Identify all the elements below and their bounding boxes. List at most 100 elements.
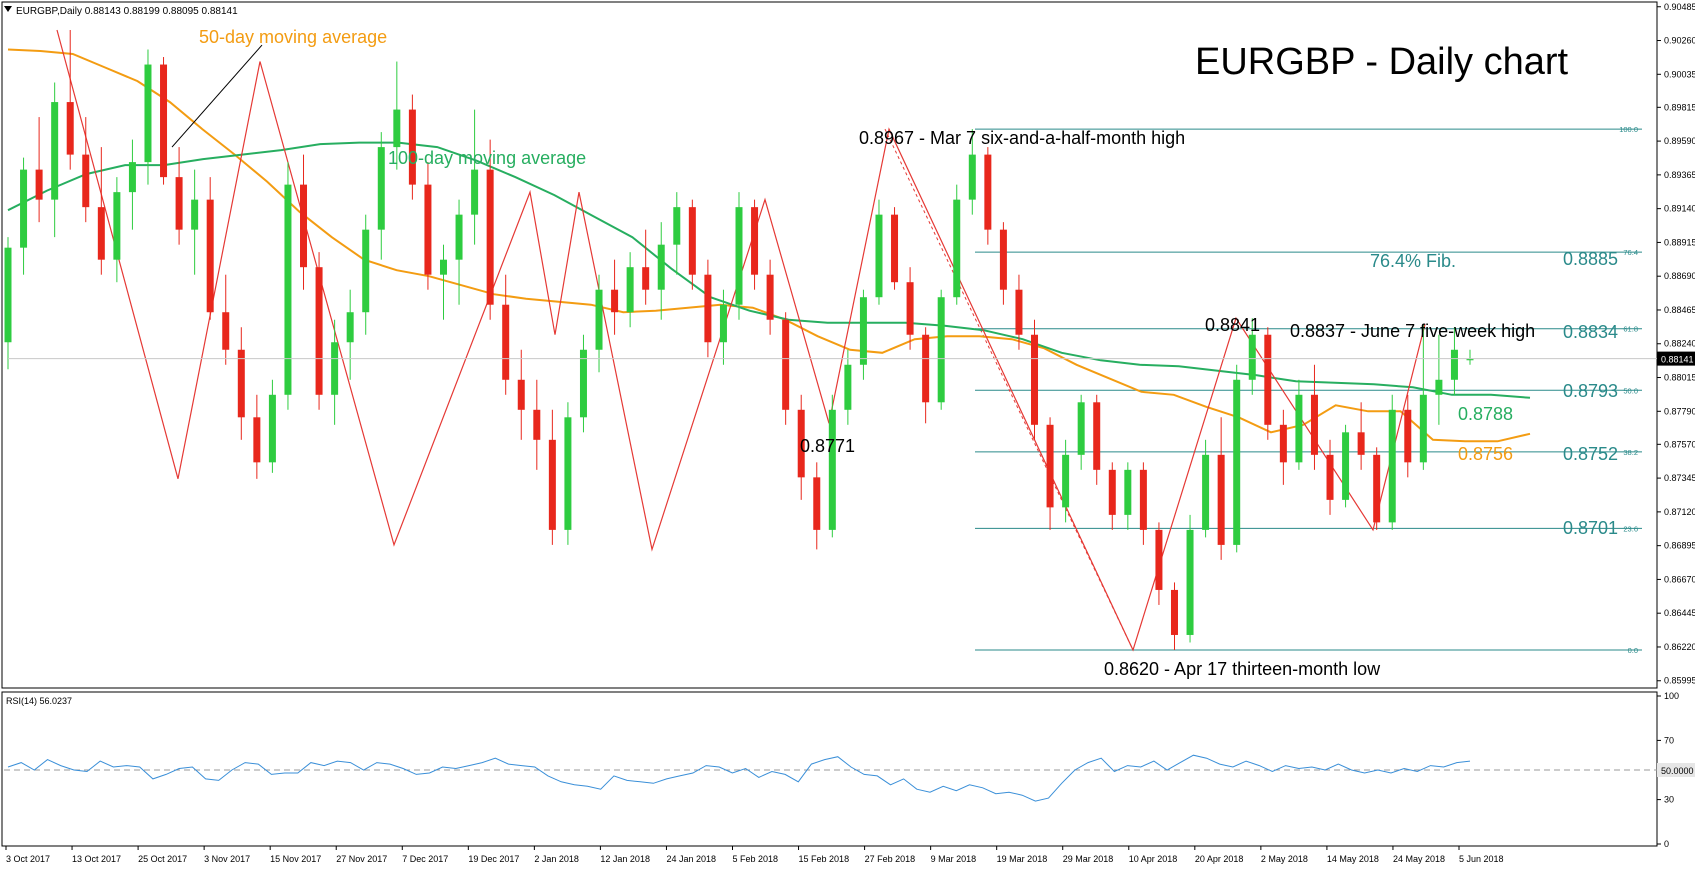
fib764-value: 0.8885 (1563, 249, 1618, 269)
candle-body (1233, 379, 1241, 545)
bearish-candle (97, 147, 105, 275)
bearish-candle (1217, 417, 1225, 560)
bearish-candle (486, 139, 494, 320)
bullish-candle (1466, 349, 1474, 365)
bearish-candle (1404, 394, 1412, 478)
fib-level-label: 100.0 (1619, 125, 1638, 134)
price-tick-label: 0.88240 (1664, 339, 1695, 349)
bullish-candle (20, 157, 28, 275)
ma50-label: 50-day moving average (199, 27, 387, 47)
rsi-tick-label: 30 (1664, 795, 1674, 805)
candle-body (424, 184, 432, 275)
bullish-candle (331, 319, 339, 425)
bullish-candle (471, 109, 479, 245)
bullish-candle (284, 162, 292, 410)
symbol-info: EURGBP,Daily 0.88143 0.88199 0.88095 0.8… (16, 6, 238, 17)
date-tick-label: 27 Nov 2017 (336, 854, 387, 864)
bearish-candle (222, 274, 230, 365)
bullish-candle (1342, 424, 1350, 508)
candle-body (1202, 454, 1210, 530)
fib-level-label: 0.0 (1628, 646, 1638, 655)
date-tick-label: 24 May 2018 (1393, 854, 1445, 864)
candle-body (408, 109, 416, 185)
bearish-candle (999, 222, 1007, 305)
price-tick-label: 0.87120 (1664, 507, 1695, 517)
candle-body (704, 274, 712, 343)
price-tick-label: 0.89590 (1664, 136, 1695, 146)
bullish-candle (362, 214, 370, 335)
bullish-candle (859, 289, 867, 380)
bearish-candle (1264, 327, 1272, 440)
bullish-candle (377, 132, 385, 260)
fib50-value: 0.8793 (1563, 381, 1618, 401)
fib236-value: 0.8701 (1563, 518, 1618, 538)
candle-body (813, 477, 821, 530)
may-high-annotation: 0.8841 (1205, 315, 1260, 335)
price-tick-label: 0.90485 (1664, 2, 1695, 12)
bearish-candle (1279, 409, 1287, 485)
candle-body (1435, 379, 1443, 395)
date-tick-label: 5 Jun 2018 (1459, 854, 1504, 864)
bullish-candle (1295, 379, 1303, 470)
candle-body (300, 184, 308, 268)
price-tick-label: 0.87570 (1664, 439, 1695, 449)
bullish-candle (1202, 439, 1210, 538)
bearish-candle (891, 207, 899, 290)
bearish-candle (642, 229, 650, 305)
candle-body (1093, 402, 1101, 470)
candle-body (268, 394, 276, 463)
date-tick-label: 5 Feb 2018 (733, 854, 779, 864)
bullish-candle (1077, 394, 1085, 470)
bullish-candle (564, 402, 572, 545)
bullish-candle (1435, 334, 1443, 425)
price-tick-label: 0.86670 (1664, 574, 1695, 584)
candle-body (828, 409, 836, 530)
candle-body (331, 342, 339, 395)
price-tick-label: 0.88465 (1664, 305, 1695, 315)
candle-body (766, 274, 774, 320)
candle-body (144, 64, 152, 163)
bullish-candle (51, 82, 59, 238)
candle-body (128, 162, 136, 193)
date-tick-label: 10 Apr 2018 (1129, 854, 1178, 864)
fib764-label: 76.4% Fib. (1370, 251, 1456, 271)
bullish-candle (191, 169, 199, 275)
chart-title: EURGBP - Daily chart (1195, 41, 1569, 83)
bearish-candle (502, 274, 510, 395)
high-annotation: 0.8967 - Mar 7 six-and-a-half-month high (859, 128, 1185, 148)
bullish-candle (1450, 327, 1458, 395)
bearish-candle (1326, 439, 1334, 515)
bullish-candle (1233, 364, 1241, 553)
bullish-candle (595, 274, 603, 373)
date-tick-label: 7 Dec 2017 (402, 854, 448, 864)
candle-body (1404, 409, 1412, 463)
candle-body (751, 207, 759, 275)
bearish-candle (1155, 522, 1163, 605)
date-tick-label: 15 Nov 2017 (270, 854, 321, 864)
candle-body (688, 207, 696, 275)
bullish-candle (719, 289, 727, 365)
candle-body (1295, 394, 1303, 463)
candle-body (346, 312, 354, 343)
bullish-candle (128, 139, 136, 230)
price-tick-label: 0.86895 (1664, 541, 1695, 551)
bullish-candle (1419, 324, 1427, 470)
date-tick-label: 3 Nov 2017 (204, 854, 250, 864)
candle-body (517, 379, 525, 410)
price-tick-label: 0.87345 (1664, 473, 1695, 483)
bearish-candle (797, 394, 805, 500)
bearish-candle (1310, 364, 1318, 470)
bullish-candle (735, 192, 743, 320)
date-tick-label: 3 Oct 2017 (6, 854, 50, 864)
candle-body (1466, 358, 1474, 361)
candle-body (439, 259, 447, 275)
ma50-value: 0.8756 (1458, 444, 1513, 464)
candle-body (160, 64, 168, 178)
bearish-candle (82, 117, 90, 223)
bullish-candle (828, 394, 836, 538)
low-annotation: 0.8620 - Apr 17 thirteen-month low (1104, 659, 1381, 679)
bearish-candle (35, 117, 43, 223)
price-tick-label: 0.90260 (1664, 36, 1695, 46)
